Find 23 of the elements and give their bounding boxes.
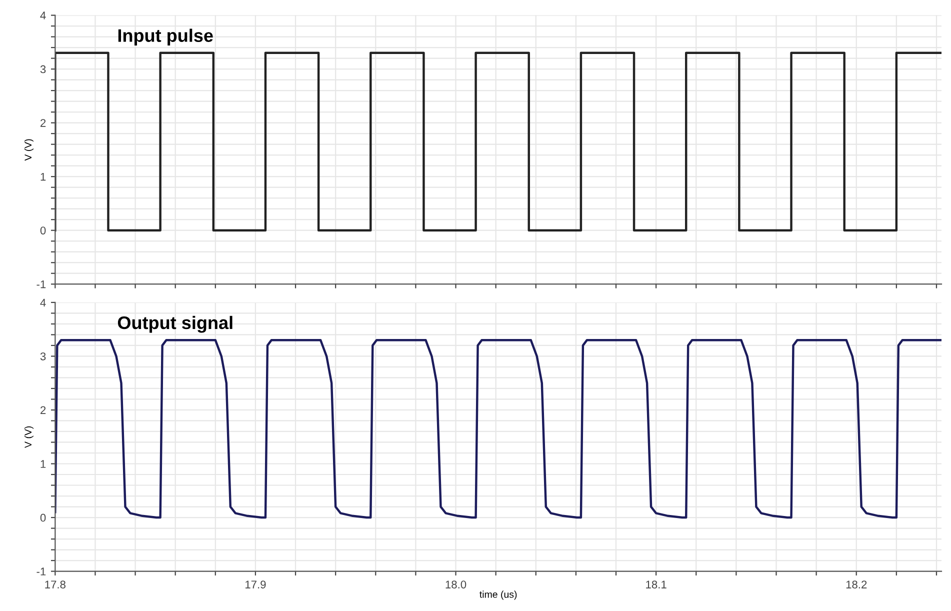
y-tick-label: -1 <box>36 568 46 576</box>
x-tick-label: 17.9 <box>245 580 266 588</box>
y-axis-title: V (V) <box>24 426 34 448</box>
line-series <box>55 338 942 519</box>
x-tick-label: 18.0 <box>446 580 466 588</box>
y-tick-label: 2 <box>40 119 46 127</box>
text: Input pulse <box>118 28 213 46</box>
y-tick-label: -1 <box>36 280 46 288</box>
y-tick-label: 1 <box>40 172 46 181</box>
text: Output signal <box>118 316 232 333</box>
y-tick-label: 1 <box>40 460 46 468</box>
x-tick-label: 18.2 <box>846 580 867 588</box>
y-tick-label: 3 <box>40 352 46 360</box>
y-tick-label: 0 <box>40 226 46 234</box>
y-tick-label: 2 <box>40 406 46 414</box>
y-tick-label: 4 <box>40 298 46 306</box>
x-tick-label: 17.8 <box>45 580 66 588</box>
y-tick-label: 4 <box>40 12 46 20</box>
x-axis-title: time (us) <box>480 590 517 600</box>
y-tick-label: 3 <box>40 65 46 74</box>
y-axis-title: V (V) <box>24 139 34 161</box>
x-tick-label: 18.1 <box>646 580 666 588</box>
y-tick-label: 0 <box>40 514 46 522</box>
